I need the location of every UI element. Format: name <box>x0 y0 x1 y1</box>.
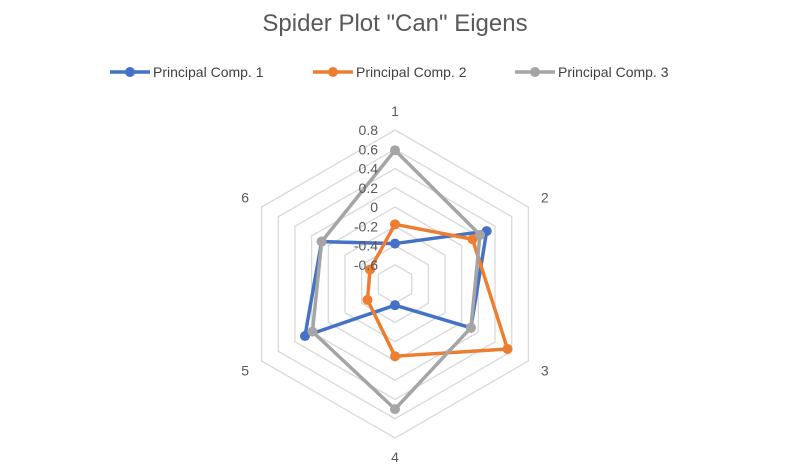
data-point <box>307 326 318 337</box>
grid-ring <box>344 225 446 343</box>
legend-item: Principal Comp. 2 <box>313 64 467 80</box>
category-labels: 1 2 3 4 5 6 <box>241 103 549 465</box>
series-layer <box>299 145 513 415</box>
data-point <box>364 264 375 275</box>
data-point <box>299 330 310 341</box>
data-point <box>362 294 373 305</box>
data-point <box>390 300 400 311</box>
grid-ring <box>260 129 530 439</box>
legend-swatch-marker <box>328 67 338 77</box>
category-label: 6 <box>241 190 249 206</box>
legend-item: Principal Comp. 3 <box>515 64 669 80</box>
radar-grid <box>260 129 530 439</box>
legend-item: Principal Comp. 1 <box>110 64 264 80</box>
tick-label: 0.4 <box>359 161 379 177</box>
tick-labels: -0.6 -0.4 -0.2 0 0.2 0.4 0.6 0.8 <box>354 122 378 273</box>
legend: Principal Comp. 1 Principal Comp. 2 Princi… <box>110 64 669 80</box>
data-point <box>465 322 476 333</box>
legend-swatch-marker <box>530 67 540 77</box>
tick-label: -0.2 <box>354 218 378 234</box>
tick-label: 0.8 <box>359 122 379 138</box>
category-label: 5 <box>241 363 249 379</box>
series-2 <box>362 219 513 362</box>
tick-label: 0.6 <box>359 141 379 157</box>
data-point <box>390 145 400 156</box>
tick-label: 0.2 <box>359 180 379 196</box>
category-label: 2 <box>541 190 549 206</box>
legend-label: Principal Comp. 1 <box>153 64 264 80</box>
data-point <box>467 234 478 245</box>
chart-title: Spider Plot "Can" Eigens <box>262 10 527 37</box>
category-label: 3 <box>541 363 549 379</box>
data-point <box>502 343 513 354</box>
data-point <box>316 236 327 247</box>
grid-ring <box>361 244 429 324</box>
tick-label: -0.6 <box>354 257 378 273</box>
series-3 <box>307 145 486 415</box>
tick-label: 0 <box>370 199 378 215</box>
grid-ring <box>377 263 413 305</box>
tick-label: -0.4 <box>354 238 378 254</box>
data-point <box>475 229 486 240</box>
grid-ring <box>327 206 463 362</box>
legend-swatch-marker <box>125 67 135 77</box>
data-point <box>390 219 400 230</box>
grid-ring <box>294 167 496 401</box>
grid-ring <box>277 148 513 420</box>
legend-label: Principal Comp. 3 <box>558 64 669 80</box>
category-label: 4 <box>391 449 399 465</box>
data-point <box>390 351 400 362</box>
data-point <box>390 404 400 415</box>
data-point <box>390 238 400 249</box>
category-label: 1 <box>391 103 399 119</box>
legend-label: Principal Comp. 2 <box>356 64 467 80</box>
